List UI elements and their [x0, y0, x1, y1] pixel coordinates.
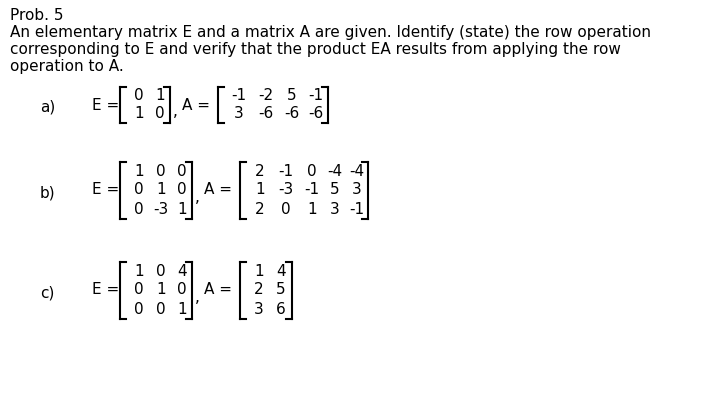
Text: -3: -3 — [154, 202, 169, 216]
Text: 0: 0 — [281, 202, 291, 216]
Text: -6: -6 — [258, 106, 274, 122]
Text: -1: -1 — [278, 164, 293, 178]
Text: 3: 3 — [352, 182, 362, 198]
Text: 4: 4 — [276, 264, 286, 278]
Text: 0: 0 — [134, 88, 143, 104]
Text: -4: -4 — [327, 164, 342, 178]
Text: -6: -6 — [284, 106, 300, 122]
Text: 0: 0 — [156, 264, 166, 278]
Text: 0: 0 — [134, 282, 143, 298]
Text: 2: 2 — [255, 164, 265, 178]
Text: 0: 0 — [156, 164, 166, 178]
Text: E =: E = — [92, 282, 119, 298]
Text: -1: -1 — [304, 182, 319, 198]
Text: ,: , — [173, 104, 178, 118]
Text: 2: 2 — [255, 282, 264, 298]
Text: A =: A = — [204, 182, 232, 198]
Text: -6: -6 — [309, 106, 324, 122]
Text: 0: 0 — [177, 282, 187, 298]
Text: ,: , — [195, 190, 200, 206]
Text: corresponding to E and verify that the product EA results from applying the row: corresponding to E and verify that the p… — [10, 42, 621, 57]
Text: 0: 0 — [307, 164, 317, 178]
Text: A =: A = — [182, 98, 210, 112]
Text: 1: 1 — [177, 202, 187, 216]
Text: -2: -2 — [258, 88, 273, 104]
Text: -1: -1 — [231, 88, 247, 104]
Text: 0: 0 — [177, 164, 187, 178]
Text: operation to A.: operation to A. — [10, 59, 124, 74]
Text: A =: A = — [204, 282, 232, 298]
Text: 3: 3 — [234, 106, 244, 122]
Text: An elementary matrix E and a matrix A are given. Identify (state) the row operat: An elementary matrix E and a matrix A ar… — [10, 25, 651, 40]
Text: 1: 1 — [134, 106, 143, 122]
Text: b): b) — [40, 185, 56, 200]
Text: 5: 5 — [276, 282, 286, 298]
Text: Prob. 5: Prob. 5 — [10, 8, 63, 23]
Text: E =: E = — [92, 98, 119, 112]
Text: -4: -4 — [350, 164, 365, 178]
Text: 0: 0 — [134, 202, 143, 216]
Text: ,: , — [195, 290, 200, 306]
Text: 6: 6 — [276, 302, 286, 316]
Text: E =: E = — [92, 182, 119, 198]
Text: 1: 1 — [156, 282, 166, 298]
Text: 1: 1 — [155, 88, 165, 104]
Text: 0: 0 — [134, 302, 143, 316]
Text: 1: 1 — [134, 264, 143, 278]
Text: 1: 1 — [255, 264, 264, 278]
Text: 1: 1 — [307, 202, 317, 216]
Text: -1: -1 — [350, 202, 365, 216]
Text: 1: 1 — [177, 302, 187, 316]
Text: 0: 0 — [177, 182, 187, 198]
Text: 0: 0 — [134, 182, 143, 198]
Text: 0: 0 — [155, 106, 165, 122]
Text: a): a) — [40, 100, 56, 115]
Text: c): c) — [40, 285, 54, 300]
Text: -3: -3 — [278, 182, 293, 198]
Text: 1: 1 — [255, 182, 265, 198]
Text: 3: 3 — [254, 302, 264, 316]
Text: 0: 0 — [156, 302, 166, 316]
Text: 5: 5 — [330, 182, 340, 198]
Text: 3: 3 — [330, 202, 340, 216]
Text: 5: 5 — [287, 88, 297, 104]
Text: 1: 1 — [134, 164, 143, 178]
Text: 1: 1 — [156, 182, 166, 198]
Text: -1: -1 — [309, 88, 324, 104]
Text: 4: 4 — [177, 264, 187, 278]
Text: 2: 2 — [255, 202, 265, 216]
